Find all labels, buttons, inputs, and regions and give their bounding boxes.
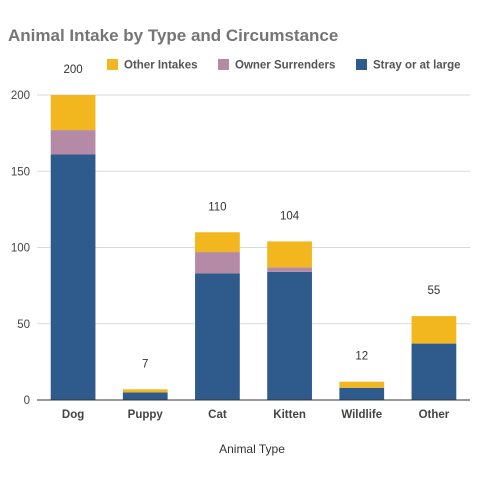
legend-swatch-owner-surrenders [218, 59, 229, 70]
x-tick-label-kitten: Kitten [273, 409, 306, 421]
plot-area [37, 95, 470, 401]
legend-label-owner-surrenders: Owner Surrenders [235, 60, 335, 72]
gridlines [37, 94, 470, 325]
bar-dog-other-intakes [50, 95, 96, 131]
y-tick-label: 100 [11, 243, 30, 255]
x-tick-label-other: Other [419, 409, 450, 421]
bar-cat-owner-surrenders [195, 252, 240, 274]
bar-dog-stray-or-at-large [50, 154, 96, 400]
legend-swatch-stray-or-at-large [356, 59, 367, 70]
legend: Other Intakes Owner Surrenders Stray or at… [107, 59, 461, 72]
total-label-other: 55 [428, 285, 441, 297]
bar-other-other-intakes [411, 316, 457, 344]
bar-kitten-other-intakes [267, 241, 312, 268]
x-tick-label-wildlife: Wildlife [341, 409, 382, 421]
total-label-cat: 110 [208, 201, 226, 213]
bar-cat-other-intakes [195, 232, 240, 253]
x-tick-label-cat: Cat [208, 409, 227, 421]
bar-puppy-other-intakes [122, 389, 168, 393]
bar-dog-owner-surrenders [50, 130, 96, 155]
total-label-kitten: 104 [280, 210, 300, 222]
x-axis-title: Animal Type [219, 442, 285, 456]
y-tick-label: 200 [11, 90, 30, 102]
total-label-dog: 200 [63, 64, 82, 76]
x-tick-label-puppy: Puppy [128, 409, 164, 421]
bar-wildlife-other-intakes [339, 381, 385, 388]
legend-label-other-intakes: Other Intakes [124, 60, 198, 72]
bar-puppy-stray-or-at-large [122, 392, 168, 400]
bar-cat-stray-or-at-large [195, 273, 240, 400]
chart-title: Animal Intake by Type and Circumstance [8, 26, 338, 45]
bar-kitten-stray-or-at-large [267, 271, 312, 400]
data-labels: 200 7 110 104 12 55 [63, 64, 440, 370]
total-label-puppy: 7 [142, 358, 148, 370]
y-tick-label: 50 [17, 319, 30, 331]
x-tick-label-dog: Dog [62, 409, 84, 421]
legend-label-stray-or-at-large: Stray or at large [373, 60, 461, 72]
bar-other-stray-or-at-large [411, 343, 457, 400]
bar-kitten-owner-surrenders [267, 267, 312, 272]
x-axis: Dog Puppy Cat Kitten Wildlife Other [62, 409, 450, 421]
y-tick-label: 0 [24, 395, 30, 407]
y-axis: 0 50 100 150 200 [11, 90, 30, 407]
y-tick-label: 150 [11, 166, 30, 178]
bar-wildlife-stray-or-at-large [339, 387, 385, 400]
total-label-wildlife: 12 [355, 351, 368, 363]
legend-swatch-other-intakes [107, 59, 118, 70]
